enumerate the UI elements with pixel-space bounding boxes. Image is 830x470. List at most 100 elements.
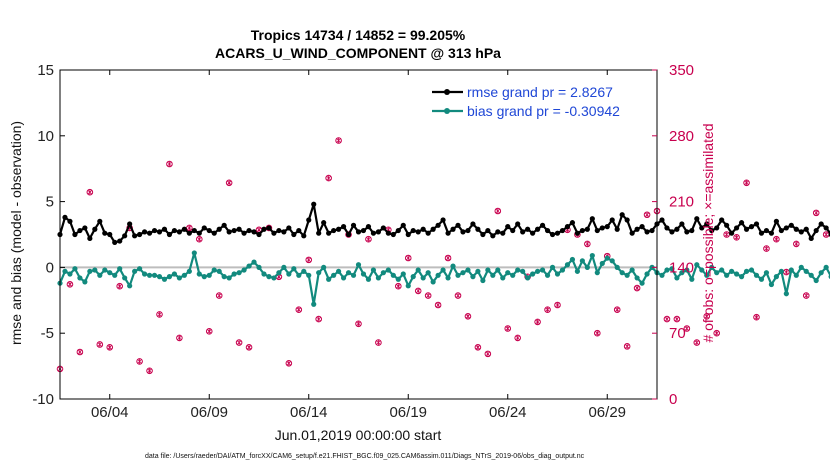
rmse-point [336, 226, 342, 232]
rmse-point [495, 229, 501, 235]
rmse-point [331, 227, 337, 234]
bias-point [539, 267, 546, 273]
bias-point [525, 275, 531, 281]
rmse-point [430, 226, 436, 232]
obs-possible-marker [345, 231, 352, 238]
bias-point [141, 271, 148, 277]
obs-assimilated-marker [634, 285, 640, 291]
bias-point [694, 262, 700, 268]
obs-count-markers [56, 137, 830, 375]
rmse-point [544, 227, 551, 234]
y-tick-label: 0 [46, 259, 54, 276]
rmse-point [704, 221, 710, 227]
rmse-point [117, 238, 123, 244]
obs-possible-marker [504, 325, 512, 332]
obs-assimilated-marker [455, 293, 461, 299]
rmse-point [684, 229, 690, 235]
rmse-point [783, 225, 789, 231]
bias-point [87, 268, 93, 274]
obs-assimilated-marker [376, 340, 381, 346]
rmse-point [345, 231, 352, 238]
bias-point [808, 272, 814, 278]
rmse-point [604, 224, 610, 230]
obs-possible-marker [554, 301, 561, 309]
bias-point [72, 266, 78, 272]
obs-possible-marker [86, 188, 94, 196]
rmse-point [549, 231, 556, 238]
rmse-point [475, 226, 481, 232]
rmse-point [719, 217, 725, 223]
obs-possible-marker [544, 306, 551, 314]
rmse-point [410, 227, 416, 234]
bias-point [117, 266, 123, 272]
obs-possible-marker [763, 245, 770, 252]
bias-point [788, 267, 794, 273]
rmse-point [714, 225, 720, 231]
rmse-point [589, 216, 595, 222]
rmse-point [72, 231, 78, 238]
rmse-point [609, 217, 615, 223]
x-axis-label: Jun.01,2019 00:00:00 start [275, 427, 442, 443]
obs-possible-marker [623, 343, 631, 350]
rmse-point [584, 226, 590, 232]
bias-point [480, 277, 486, 284]
rmse-point [694, 216, 700, 222]
bias-point [276, 270, 282, 276]
obs-assimilated-marker [206, 328, 212, 334]
rmse-point [211, 230, 217, 236]
obs-assimilated-marker [316, 316, 321, 322]
obs-possible-marker [96, 341, 104, 348]
bias-point [639, 280, 645, 286]
bias-point [719, 267, 725, 273]
obs-possible-marker [146, 367, 153, 375]
bias-point [97, 272, 103, 278]
obs-assimilated-marker [744, 180, 749, 186]
legend-swatch-marker [444, 89, 450, 95]
obs-possible-marker [424, 292, 432, 299]
rmse-point [823, 225, 829, 231]
rmse-point [564, 224, 571, 230]
rmse-point [62, 214, 68, 220]
obs-assimilated-marker [535, 319, 540, 325]
obs-assimilated-marker [445, 255, 451, 261]
rmse-point [674, 226, 680, 232]
obs-assimilated-marker [236, 340, 242, 346]
obs-possible-marker [683, 325, 691, 332]
obs-possible-marker [335, 137, 342, 144]
bias-point [460, 270, 466, 276]
bias-point [385, 267, 391, 273]
bias-point [410, 274, 416, 280]
rmse-point [465, 227, 471, 234]
bias-point [171, 271, 178, 277]
bias-point [281, 264, 287, 270]
obs-possible-marker [176, 334, 183, 342]
rmse-point [92, 226, 98, 232]
obs-assimilated-marker [784, 269, 789, 275]
obs-possible-marker [802, 292, 810, 299]
rmse-point [271, 230, 277, 236]
rmse-point [350, 222, 357, 228]
y-tick-label: -10 [32, 391, 54, 408]
rmse-point [729, 230, 735, 236]
bias-point [216, 268, 222, 274]
bias-point [435, 272, 441, 278]
bias-point [768, 281, 775, 288]
bias-point [773, 274, 780, 280]
bias-point [450, 263, 456, 269]
obs-possible-marker [663, 315, 671, 323]
obs-assimilated-marker [216, 293, 222, 299]
rmse-point [231, 227, 237, 234]
bias-point [311, 301, 317, 307]
rmse-point [773, 218, 780, 224]
bias-point [485, 267, 491, 273]
bias-point [634, 275, 640, 281]
rmse-point [525, 226, 531, 232]
bias-point [704, 272, 710, 278]
bias-point [415, 267, 421, 273]
bias-point [261, 271, 267, 277]
obs-assimilated-marker [396, 283, 401, 289]
rmse-point [151, 227, 158, 234]
rmse-point [321, 220, 327, 226]
obs-possible-marker [215, 292, 223, 299]
obs-possible-marker [196, 235, 203, 243]
